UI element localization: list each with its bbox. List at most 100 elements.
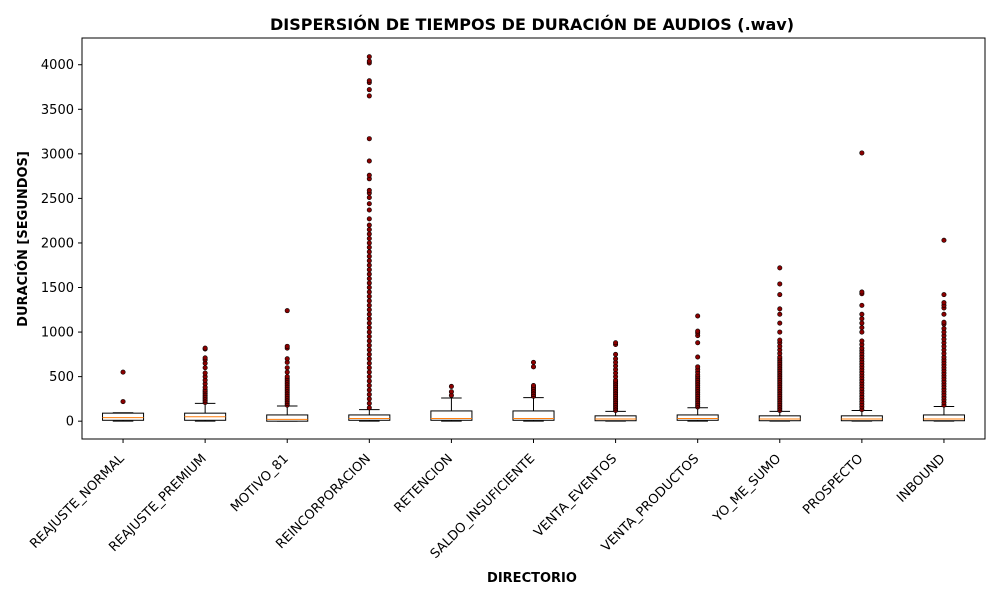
outlier-point — [366, 369, 372, 375]
outlier-point — [366, 289, 372, 295]
outlier-point — [366, 216, 372, 222]
outlier-point — [366, 293, 372, 299]
outlier-point — [941, 300, 947, 306]
outlier-point — [366, 227, 372, 233]
outlier-point — [366, 391, 372, 397]
outlier-point — [777, 329, 783, 335]
box — [266, 414, 309, 422]
outlier-point — [613, 340, 619, 346]
y-tick-label: 0 — [66, 415, 74, 430]
outlier-point — [366, 351, 372, 357]
outlier-point — [613, 356, 619, 362]
outlier-point — [859, 150, 865, 156]
chart-title: DISPERSIÓN DE TIEMPOS DE DURACIÓN DE AUD… — [270, 15, 794, 34]
outlier-point — [941, 311, 947, 317]
outlier-point — [366, 342, 372, 348]
outlier-point — [859, 316, 865, 322]
outlier-point — [366, 195, 372, 201]
outlier-point — [366, 285, 372, 291]
box — [676, 414, 719, 421]
outlier-point — [366, 78, 372, 84]
y-tick-label: 2000 — [41, 236, 74, 251]
outlier-point — [448, 389, 454, 395]
outlier-point — [202, 345, 208, 351]
outlier-point — [530, 359, 536, 365]
outlier-point — [777, 311, 783, 317]
outlier-point — [366, 158, 372, 164]
outlier-point — [284, 308, 290, 314]
outlier-point — [613, 351, 619, 357]
outlier-point — [366, 378, 372, 384]
outlier-point — [284, 369, 290, 375]
outlier-point — [695, 328, 701, 334]
outlier-point — [366, 383, 372, 389]
outlier-point — [202, 370, 208, 376]
outlier-point — [859, 289, 865, 295]
outlier-point — [366, 280, 372, 286]
outlier-point — [859, 338, 865, 344]
outlier-point — [366, 298, 372, 304]
outlier-point — [366, 307, 372, 313]
outlier-point — [366, 334, 372, 340]
outlier-point — [366, 54, 372, 60]
outlier-point — [366, 201, 372, 207]
outlier-point — [695, 313, 701, 319]
outlier-point — [284, 356, 290, 362]
outlier-point — [777, 306, 783, 312]
outlier-point — [366, 267, 372, 273]
outlier-point — [530, 364, 536, 370]
outlier-point — [777, 337, 783, 343]
outlier-point — [366, 271, 372, 277]
outlier-point — [941, 292, 947, 298]
box — [430, 410, 473, 421]
outlier-point — [941, 326, 947, 332]
box — [102, 412, 145, 421]
outlier-point — [448, 383, 454, 389]
outlier-point — [366, 240, 372, 246]
box — [922, 414, 965, 422]
outlier-point — [284, 374, 290, 380]
outlier-point — [859, 325, 865, 331]
outlier-point — [695, 340, 701, 346]
outlier-point — [941, 319, 947, 325]
outlier-point — [777, 292, 783, 298]
outlier-point — [366, 360, 372, 366]
outlier-point — [366, 172, 372, 178]
outlier-point — [366, 187, 372, 193]
y-tick-label: 2500 — [41, 192, 74, 207]
y-tick-label: 1000 — [41, 326, 74, 341]
outlier-point — [777, 281, 783, 287]
outlier-point — [366, 222, 372, 228]
outlier-point — [777, 265, 783, 271]
outlier-point — [366, 207, 372, 213]
outlier-point — [366, 405, 372, 411]
box — [758, 415, 801, 422]
outlier-point — [366, 93, 372, 99]
box — [348, 414, 391, 421]
outlier-point — [366, 58, 372, 64]
outlier-point — [366, 338, 372, 344]
outlier-point — [366, 356, 372, 362]
outlier-point — [941, 237, 947, 243]
box — [840, 415, 883, 422]
outlier-point — [695, 364, 701, 370]
y-tick-label: 1500 — [41, 281, 74, 296]
outlier-point — [120, 369, 126, 375]
outlier-point — [366, 249, 372, 255]
outlier-point — [366, 244, 372, 250]
outlier-point — [366, 320, 372, 326]
y-tick-label: 4000 — [41, 58, 74, 73]
box — [594, 415, 637, 422]
outlier-point — [530, 383, 536, 389]
outlier-point — [859, 311, 865, 317]
outlier-point — [366, 329, 372, 335]
outlier-point — [859, 302, 865, 308]
outlier-point — [202, 365, 208, 371]
outlier-point — [366, 347, 372, 353]
outlier-point — [366, 236, 372, 242]
y-tick-label: 3000 — [41, 147, 74, 162]
outlier-point — [366, 365, 372, 371]
outlier-point — [366, 400, 372, 406]
outlier-point — [366, 374, 372, 380]
